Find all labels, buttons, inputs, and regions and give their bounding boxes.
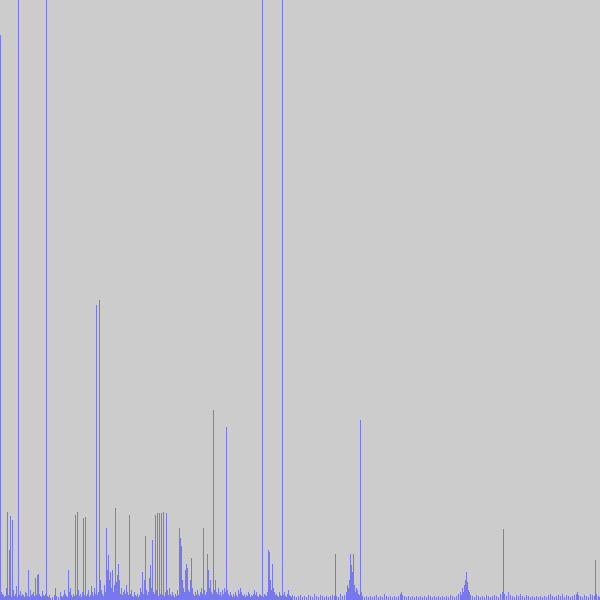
chart-plot-area — [0, 0, 600, 600]
spike-chart — [0, 0, 600, 600]
chart-bars — [0, 0, 600, 600]
